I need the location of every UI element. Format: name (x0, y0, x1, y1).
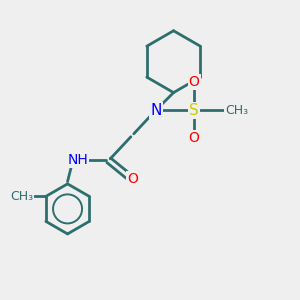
Text: O: O (189, 75, 200, 89)
Text: O: O (127, 172, 138, 186)
Text: S: S (189, 103, 199, 118)
Text: O: O (189, 131, 200, 145)
Text: CH₃: CH₃ (225, 104, 248, 117)
Text: NH: NH (68, 153, 88, 167)
Text: CH₃: CH₃ (10, 190, 33, 203)
Text: N: N (150, 103, 162, 118)
